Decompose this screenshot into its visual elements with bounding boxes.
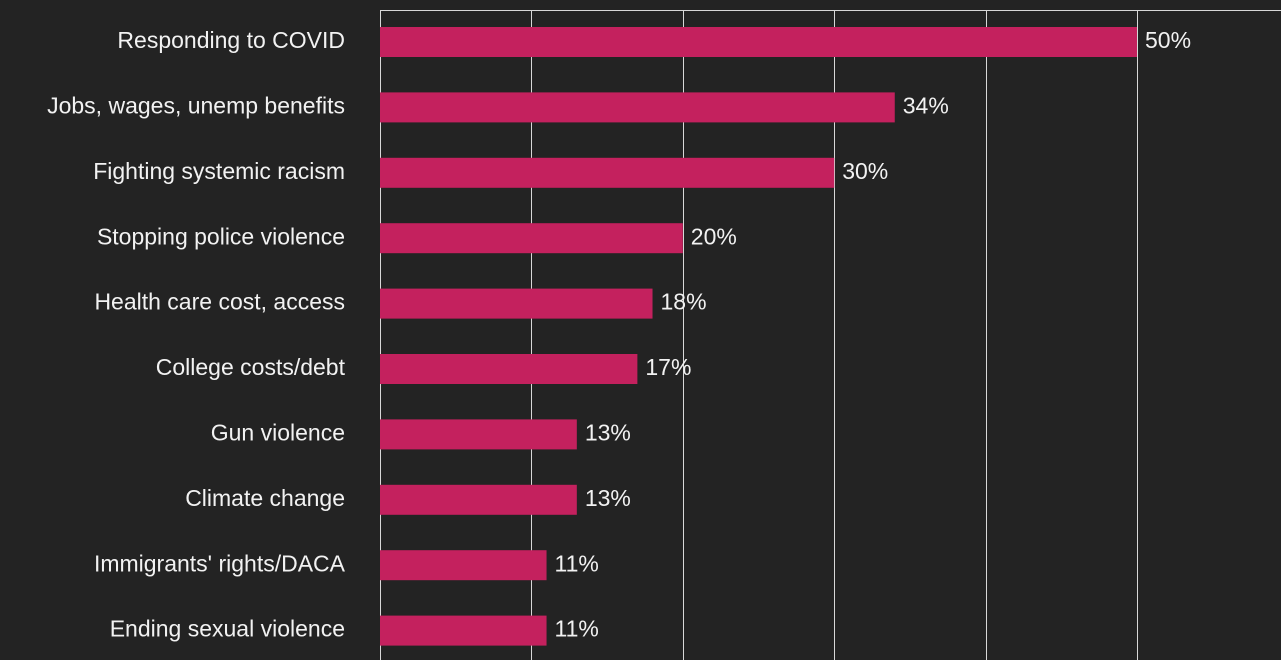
category-label: Responding to COVID [117,27,345,53]
category-label: Jobs, wages, unemp benefits [47,92,345,118]
value-label: 13% [585,485,631,511]
value-label: 18% [661,289,707,315]
bar [380,157,835,188]
bar [380,484,577,515]
bar [380,615,547,646]
bar [380,288,653,319]
value-label: 11% [555,616,599,642]
value-label: 17% [645,354,691,380]
category-label: Climate change [185,485,345,511]
bar [380,27,1137,57]
category-label: Ending sexual violence [110,616,345,642]
category-label: College costs/debt [156,354,346,380]
category-label: Stopping police violence [97,223,345,249]
category-label: Fighting systemic racism [93,158,345,184]
value-label: 13% [585,419,631,445]
value-label: 50% [1145,27,1191,53]
bar [380,419,577,450]
bar [380,223,683,254]
value-label: 20% [691,223,737,249]
value-label: 11% [555,550,599,576]
value-label: 34% [903,92,949,118]
bar [380,354,638,384]
category-label: Health care cost, access [94,289,345,315]
bar [380,550,547,581]
bar [380,92,895,123]
category-label: Gun violence [211,419,345,445]
value-label: 30% [842,158,888,184]
category-label: Immigrants' rights/DACA [94,550,346,576]
